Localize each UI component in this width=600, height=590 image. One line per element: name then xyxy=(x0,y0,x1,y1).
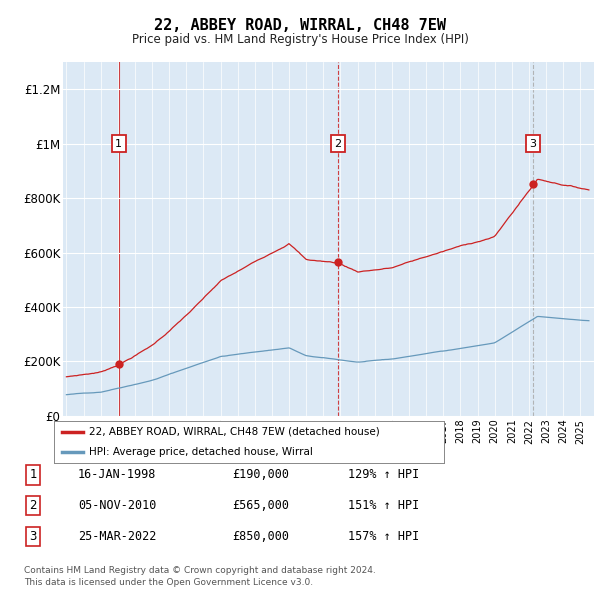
Text: 151% ↑ HPI: 151% ↑ HPI xyxy=(349,499,419,512)
Text: 3: 3 xyxy=(529,139,536,149)
Text: Price paid vs. HM Land Registry's House Price Index (HPI): Price paid vs. HM Land Registry's House … xyxy=(131,33,469,46)
Text: £850,000: £850,000 xyxy=(233,530,290,543)
Text: 2: 2 xyxy=(29,499,37,512)
Text: 157% ↑ HPI: 157% ↑ HPI xyxy=(349,530,419,543)
Text: 22, ABBEY ROAD, WIRRAL, CH48 7EW: 22, ABBEY ROAD, WIRRAL, CH48 7EW xyxy=(154,18,446,32)
Text: £190,000: £190,000 xyxy=(233,468,290,481)
Text: 16-JAN-1998: 16-JAN-1998 xyxy=(78,468,156,481)
Text: 05-NOV-2010: 05-NOV-2010 xyxy=(78,499,156,512)
Text: 1: 1 xyxy=(29,468,37,481)
Text: 129% ↑ HPI: 129% ↑ HPI xyxy=(349,468,419,481)
Text: 1: 1 xyxy=(115,139,122,149)
Text: 2: 2 xyxy=(334,139,341,149)
Text: 3: 3 xyxy=(29,530,37,543)
Text: £565,000: £565,000 xyxy=(233,499,290,512)
Text: HPI: Average price, detached house, Wirral: HPI: Average price, detached house, Wirr… xyxy=(89,447,313,457)
Text: This data is licensed under the Open Government Licence v3.0.: This data is licensed under the Open Gov… xyxy=(24,578,313,587)
Text: 22, ABBEY ROAD, WIRRAL, CH48 7EW (detached house): 22, ABBEY ROAD, WIRRAL, CH48 7EW (detach… xyxy=(89,427,380,437)
Text: Contains HM Land Registry data © Crown copyright and database right 2024.: Contains HM Land Registry data © Crown c… xyxy=(24,566,376,575)
Text: 25-MAR-2022: 25-MAR-2022 xyxy=(78,530,156,543)
